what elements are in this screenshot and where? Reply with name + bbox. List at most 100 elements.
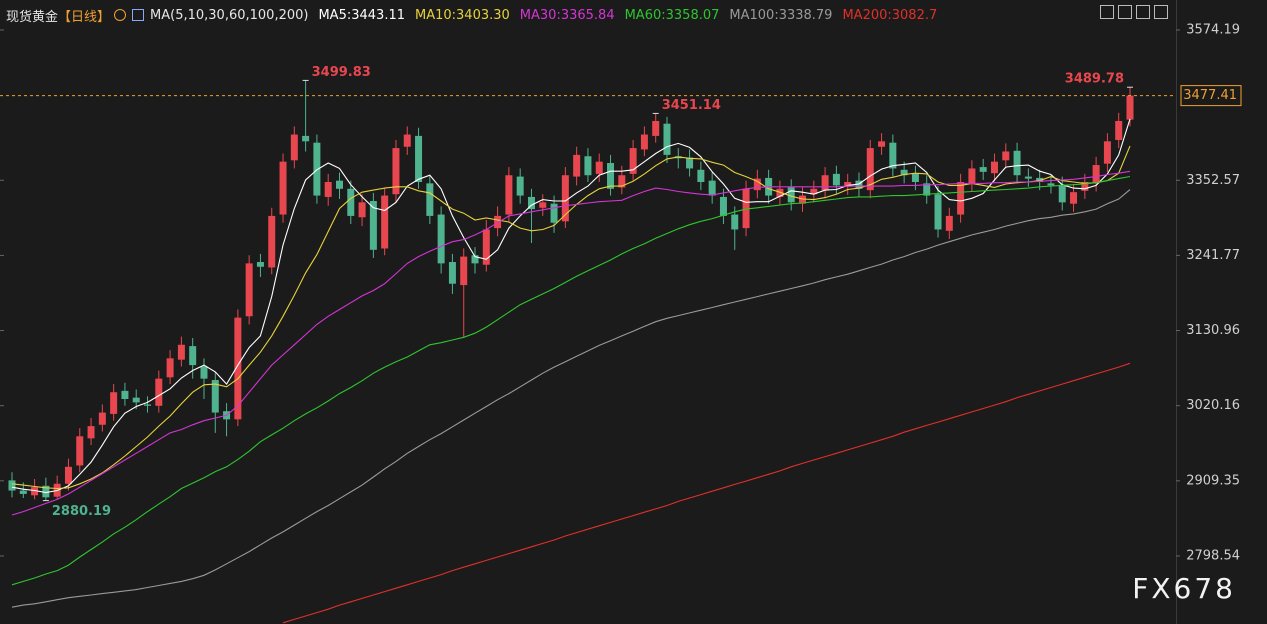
candle-body [968, 168, 976, 184]
candle-body [855, 180, 863, 189]
legend-entry: MA60:3358.07 [624, 7, 720, 23]
candle-body [121, 390, 129, 400]
candle-body [335, 180, 343, 189]
legend-entry: MA10:3403.30 [415, 7, 510, 23]
candle-body [911, 173, 919, 183]
candle-body [731, 214, 739, 230]
candle-body [1047, 183, 1055, 186]
ma-line [11, 175, 1131, 586]
candle-body [1092, 165, 1100, 184]
candle-body [313, 142, 321, 196]
tool-button[interactable] [1136, 5, 1150, 19]
ma-line [11, 170, 1131, 516]
low-label: 2880.19 [52, 504, 111, 519]
add-icon[interactable] [114, 9, 127, 21]
candle-body [652, 120, 660, 136]
candle-body [19, 490, 27, 494]
candle-body [290, 134, 298, 161]
plot-area: 3499.83 3451.14 3489.78 2880.19 [0, 65, 1176, 624]
candle-body [527, 196, 535, 210]
high-label: 3451.14 [662, 98, 721, 113]
candle-body [708, 180, 716, 196]
candle-body [607, 163, 615, 189]
header: 现货黄金 【日线】 MA(5,10,30,60,100,200) MA5:344… [6, 5, 947, 25]
candle-body [900, 169, 908, 176]
y-tick-label: 3241.77 [1186, 248, 1240, 263]
candle-body [1058, 184, 1066, 203]
candle-body [87, 426, 95, 439]
legend-entry: MA5:3443.11 [318, 7, 405, 23]
tool-button[interactable] [1154, 5, 1168, 19]
candle-body [1126, 95, 1134, 120]
candle-body [426, 183, 434, 216]
candle-body [640, 134, 648, 150]
toolbar [1100, 5, 1168, 19]
candle-body [268, 215, 276, 268]
candle-body [302, 135, 310, 142]
last-price-label: 3477.41 [1183, 88, 1237, 103]
candle-body [1070, 192, 1078, 204]
candle-body [132, 397, 140, 403]
y-tick-label: 2909.35 [1186, 473, 1240, 488]
candle-body [561, 175, 569, 222]
candle-body [663, 123, 671, 155]
y-tick-label: 3574.19 [1186, 22, 1240, 37]
y-tick-label: 2798.54 [1186, 548, 1240, 563]
y-tick-label: 3352.57 [1186, 173, 1240, 188]
tool-button[interactable] [1100, 5, 1114, 19]
candle-body [505, 175, 513, 215]
candle-body [155, 378, 163, 406]
legend-entry: MA100:3338.79 [729, 7, 833, 23]
candle-body [437, 214, 445, 264]
candle-body [550, 203, 558, 223]
candle-body [923, 183, 931, 196]
tool-button[interactable] [1118, 5, 1132, 19]
candle-body [279, 161, 287, 215]
candle-body [1013, 150, 1021, 176]
candle-body [990, 161, 998, 174]
high-label: 3499.83 [312, 65, 371, 80]
indicator-icon[interactable] [132, 9, 145, 21]
candle-body [76, 436, 84, 466]
candle-body [98, 412, 106, 425]
ma-line [11, 189, 1131, 608]
candle-body [584, 156, 592, 176]
legend-entry: MA30:3365.84 [519, 7, 615, 23]
candle-body [166, 358, 174, 378]
candle-body [110, 392, 118, 414]
legend-entry: MA200:3082.7 [842, 7, 938, 23]
ma-line [11, 118, 1131, 494]
candle-body [787, 187, 795, 203]
candle-body [844, 182, 852, 187]
candle-body [742, 188, 750, 229]
candle-body [460, 256, 468, 286]
candle-body [324, 182, 332, 197]
candle-body [482, 229, 490, 265]
candle-body [539, 202, 547, 208]
candle-body [719, 196, 727, 216]
candle-body [799, 195, 807, 204]
candle-body [211, 380, 219, 413]
candle-body [1081, 182, 1089, 191]
candle-body [686, 157, 694, 169]
candle-body [369, 200, 377, 250]
candle-body [810, 188, 818, 195]
candle-body [957, 182, 965, 215]
candle-body [595, 161, 603, 174]
candle-body [1036, 177, 1044, 183]
candle-body [8, 480, 16, 491]
candle-body [392, 148, 400, 195]
title: 现货黄金 [6, 9, 59, 25]
candle-body [256, 262, 264, 267]
candle-body [471, 255, 479, 264]
candle-body [821, 175, 829, 191]
candle-body [753, 178, 761, 191]
candle-body [200, 366, 208, 379]
legend: MA5:3443.11 MA10:3403.30 MA30:3365.84 MA60:… [318, 8, 947, 23]
candle-body [1115, 120, 1123, 140]
candle-body [144, 404, 152, 406]
candle-body [697, 169, 705, 183]
candle-body [494, 215, 502, 229]
